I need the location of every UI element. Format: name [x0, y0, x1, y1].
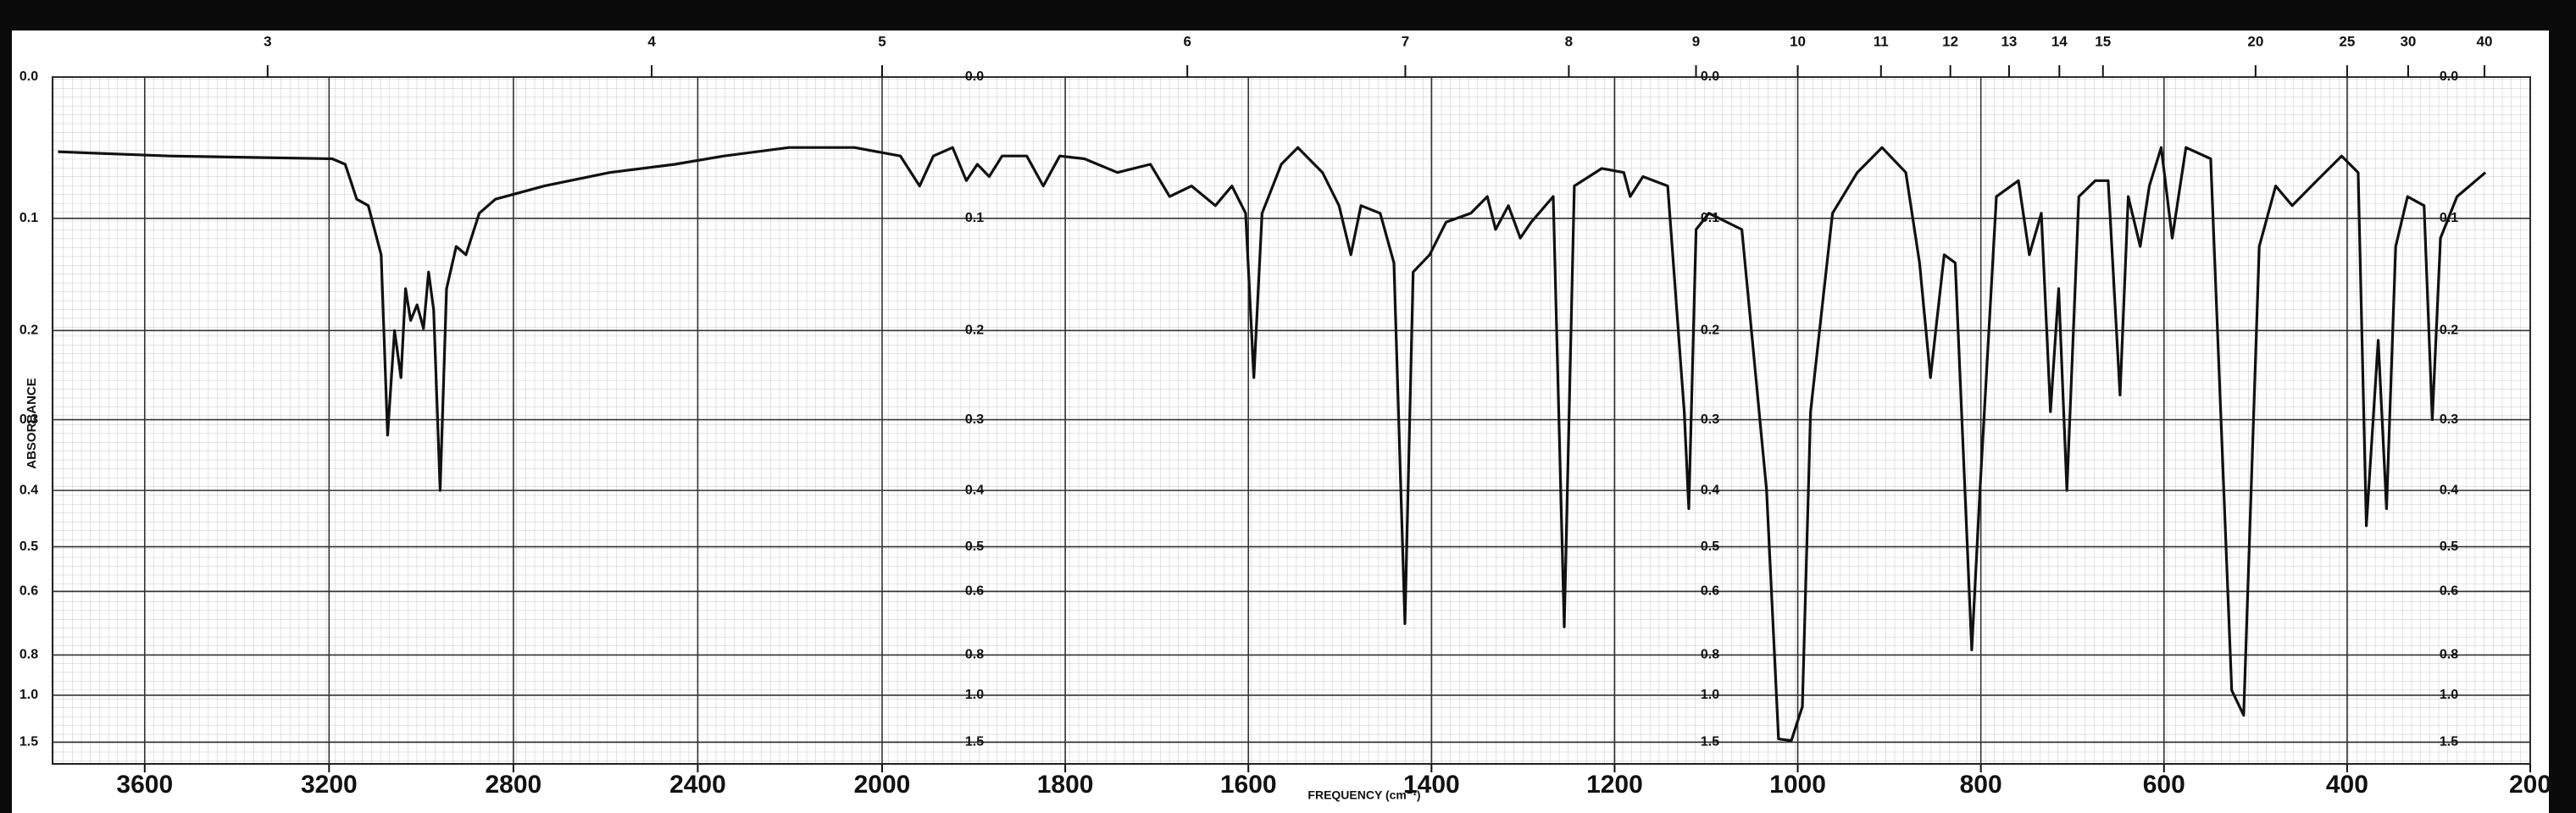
y-tick-label: 0.5 — [965, 539, 984, 554]
y-tick-label: 0.2 — [2440, 324, 2458, 338]
y-tick-label: 0.1 — [965, 211, 984, 225]
x2-tick-label: 7 — [1402, 33, 1409, 49]
y-tick-label: 0.4 — [965, 483, 984, 497]
y-axis-label: ABSORBANCE — [25, 378, 39, 469]
y-tick-label: 0.4 — [1701, 483, 1719, 497]
x-tick-label: 1800 — [1037, 771, 1094, 799]
y-tick-label: 0.4 — [2440, 483, 2458, 497]
y-tick-label: 0.6 — [19, 584, 38, 599]
x-tick-label: 1000 — [1769, 771, 1826, 799]
x2-tick-label: 14 — [2051, 33, 2068, 49]
y-tick-label: 0.1 — [19, 211, 38, 225]
x2-tick-label: 9 — [1692, 33, 1700, 49]
x-axis-label: FREQUENCY (cm⁻¹) — [1307, 788, 1420, 802]
x2-tick-label: 3 — [264, 33, 271, 49]
y-tick-label: 0.2 — [1701, 324, 1719, 338]
y-tick-label: 0.2 — [19, 324, 38, 338]
y-tick-label: 0.8 — [19, 648, 38, 662]
y-tick-label: 0.4 — [19, 483, 38, 497]
y-tick-label: 1.0 — [2440, 688, 2458, 702]
x2-tick-label: 11 — [1874, 33, 1889, 49]
y-tick-label: 0.8 — [2440, 648, 2458, 662]
x-tick-label: 3600 — [116, 771, 173, 799]
x-tick-label: 2400 — [669, 771, 726, 799]
y-tick-label: 0.6 — [1701, 584, 1719, 599]
x2-tick-label: 12 — [1942, 33, 1958, 49]
chart-paper — [52, 76, 2531, 765]
left-band — [0, 0, 12, 813]
y-tick-label: 0.6 — [2440, 584, 2458, 599]
y-tick-label: 0.5 — [19, 539, 38, 554]
y-tick-label: 0.8 — [1701, 648, 1719, 662]
x-tick-label: 400 — [2326, 771, 2368, 799]
y-tick-label: 1.5 — [19, 735, 38, 749]
y-tick-label: 0.0 — [2440, 69, 2458, 84]
x2-tick-label: 30 — [2400, 33, 2416, 49]
x2-tick-label: 5 — [878, 33, 886, 49]
y-tick-label: 0.1 — [1701, 211, 1719, 225]
y-tick-label: 1.5 — [2440, 735, 2458, 749]
right-band — [2549, 0, 2576, 813]
y-tick-label: 0.0 — [19, 69, 38, 84]
y-tick-label: 0.3 — [965, 412, 984, 427]
x2-tick-label: 8 — [1565, 33, 1573, 49]
y-tick-label: 0.2 — [965, 324, 984, 338]
y-tick-label: 0.6 — [965, 584, 984, 599]
y-tick-label: 0.8 — [965, 648, 984, 662]
top-band — [0, 0, 2576, 30]
x-tick-label: 2000 — [854, 771, 911, 799]
x-tick-label: 600 — [2143, 771, 2185, 799]
x-tick-label: 1200 — [1586, 771, 1643, 799]
y-tick-label: 1.0 — [19, 688, 38, 702]
x2-tick-label: 13 — [2001, 33, 2017, 49]
x2-tick-label: 25 — [2339, 33, 2355, 49]
x-tick-label: 3200 — [301, 771, 358, 799]
x2-tick-label: 15 — [2095, 33, 2111, 49]
y-tick-label: 0.5 — [1701, 539, 1719, 554]
spectrum-line — [58, 146, 2487, 743]
x2-tick-label: 4 — [647, 33, 656, 49]
y-tick-label: 0.0 — [965, 69, 984, 84]
x2-tick-label: 20 — [2247, 33, 2263, 49]
x2-tick-label: 40 — [2477, 33, 2493, 49]
y-tick-label: 1.5 — [1701, 735, 1719, 749]
x-tick-label: 1600 — [1220, 771, 1277, 799]
y-tick-label: 0.0 — [1701, 69, 1719, 84]
y-tick-label: 0.3 — [1701, 412, 1719, 427]
y-tick-label: 1.0 — [965, 688, 984, 702]
x2-tick-label: 6 — [1183, 33, 1191, 49]
y-tick-label: 0.5 — [2440, 539, 2458, 554]
y-tick-label: 1.5 — [965, 735, 984, 749]
x-tick-label: 800 — [1960, 771, 2002, 799]
y-tick-label: 0.3 — [2440, 412, 2458, 427]
x2-tick-label: 10 — [1790, 33, 1806, 49]
y-tick-label: 0.3 — [19, 412, 38, 427]
x-tick-label: 2800 — [486, 771, 542, 799]
x-tick-label: 200 — [2509, 771, 2551, 799]
y-tick-label: 1.0 — [1701, 688, 1719, 702]
x-tick-label: 1400 — [1403, 771, 1460, 799]
